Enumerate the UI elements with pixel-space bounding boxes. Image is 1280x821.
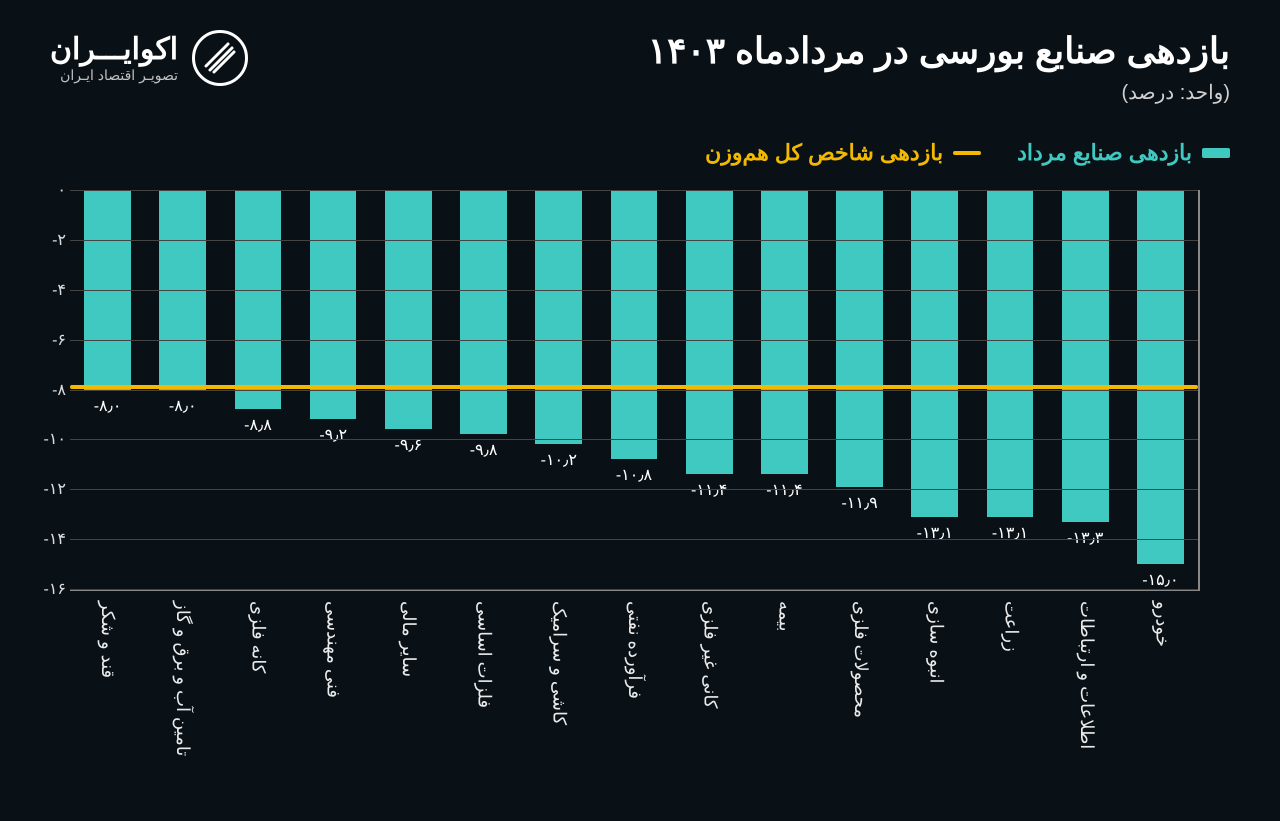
y-tick-label: -۶ [34,330,66,350]
bar: -۸٫۸ [235,190,282,409]
y-tick-label: -۱۴ [34,529,66,549]
bar-value-label: -۱۳٫۳ [1067,528,1103,548]
legend-bar-swatch [1202,148,1230,158]
x-axis-label: کانه فلزی [221,591,296,791]
y-tick-label: -۴ [34,280,66,300]
chart-subtitle: (واحد: درصد) [648,80,1230,105]
gridline [70,489,1198,490]
brand: اکوایـــران تصویـر اقتصاد ایـران [50,30,248,86]
y-tick-label: ۰ [34,180,66,200]
bar-value-label: -۹٫۲ [319,425,347,445]
bar-value-label: -۱۱٫۴ [691,480,727,500]
gridline [70,390,1198,391]
legend-reference: بازدهی شاخص کل هم‌وزن [705,140,981,166]
bar-value-label: -۸٫۸ [244,415,272,435]
x-axis-label: فنی مهندسی [296,591,371,791]
header: بازدهی صنایع بورسی در مردادماه ۱۴۰۳ (واح… [50,30,1230,105]
legend-series-label: بازدهی صنایع مرداد [1017,140,1192,166]
title-block: بازدهی صنایع بورسی در مردادماه ۱۴۰۳ (واح… [648,30,1230,105]
x-axis-label: کاشی و سرامیک [522,591,597,791]
gridline [70,190,1198,191]
gridline [70,240,1198,241]
y-tick-label: -۱۲ [34,479,66,499]
chart-title: بازدهی صنایع بورسی در مردادماه ۱۴۰۳ [648,30,1230,72]
bar-value-label: -۱۱٫۹ [841,493,877,513]
legend-ref-label: بازدهی شاخص کل هم‌وزن [705,140,943,166]
bar-value-label: -۸٫۰ [169,396,197,416]
x-axis-labels: قند و شکرتامین آب و برق و گازکانه فلزیفن… [70,591,1200,791]
bar: -۹٫۸ [460,190,507,434]
bar-value-label: -۱۰٫۸ [616,465,652,485]
x-axis-label: کانی غیر فلزی [673,591,748,791]
bar: -۱۵٫۰ [1137,190,1184,564]
bar-value-label: -۱۵٫۰ [1142,570,1178,590]
bar-value-label: -۱۰٫۲ [541,450,577,470]
y-tick-label: -۱۰ [34,429,66,449]
x-axis-label: انبوه سازی [899,591,974,791]
legend-line-swatch [953,151,981,155]
brand-tagline: تصویـر اقتصاد ایـران [50,67,178,84]
bar: -۱۰٫۸ [611,190,658,459]
chart: -۸٫۰-۸٫۰-۸٫۸-۹٫۲-۹٫۶-۹٫۸-۱۰٫۲-۱۰٫۸-۱۱٫۴-… [30,190,1230,791]
y-tick-label: -۱۶ [34,579,66,599]
x-axis-label: فرآورده نفتی [597,591,672,791]
bar-value-label: -۸٫۰ [94,396,122,416]
x-axis-label: محصولات فلزی [823,591,898,791]
x-axis-label: قند و شکر [70,591,145,791]
y-tick-label: -۲ [34,230,66,250]
x-axis-label: زراعت [974,591,1049,791]
gridline [70,589,1198,590]
gridline [70,539,1198,540]
gridline [70,439,1198,440]
x-axis-label: خودرو [1125,591,1200,791]
brand-logo-icon [192,30,248,86]
bar: -۱۱٫۹ [836,190,883,487]
legend-series: بازدهی صنایع مرداد [1017,140,1230,166]
x-axis-label: اطلاعات و ارتباطات [1049,591,1124,791]
legend: بازدهی صنایع مرداد بازدهی شاخص کل هم‌وزن [705,140,1230,166]
bar: -۱۱٫۴ [686,190,733,474]
bar: -۱۱٫۴ [761,190,808,474]
bar-value-label: -۹٫۸ [470,440,498,460]
x-axis-label: بیمه [748,591,823,791]
x-axis-label: تامین آب و برق و گاز [145,591,220,791]
brand-name: اکوایـــران [50,32,178,67]
bar-value-label: -۱۱٫۴ [766,480,802,500]
x-axis-label: فلزات اساسی [447,591,522,791]
gridline [70,340,1198,341]
gridline [70,290,1198,291]
x-axis-label: سایر مالی [371,591,446,791]
y-tick-label: -۸ [34,380,66,400]
bar: -۹٫۶ [385,190,432,429]
plot-area: -۸٫۰-۸٫۰-۸٫۸-۹٫۲-۹٫۶-۹٫۸-۱۰٫۲-۱۰٫۸-۱۱٫۴-… [70,190,1200,591]
bar: -۱۰٫۲ [535,190,582,444]
reference-line [70,385,1198,389]
